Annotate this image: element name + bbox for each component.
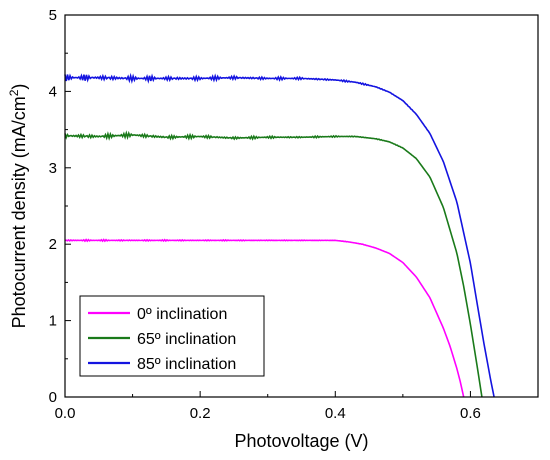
y-axis-title: Photocurrent density (mA/cm2) <box>7 84 29 329</box>
x-tick-label: 0.4 <box>325 405 346 422</box>
series-line <box>64 238 465 398</box>
series-curves <box>64 72 495 398</box>
axis-ticks <box>64 14 471 398</box>
y-axis-title-superscript: 2 <box>7 89 21 96</box>
y-tick-label: 4 <box>49 83 57 100</box>
series-line <box>64 72 495 398</box>
y-axis-title-close: ) <box>9 84 29 90</box>
y-tick-label: 0 <box>49 389 57 406</box>
legend-label: 85º inclination <box>137 356 236 373</box>
legend-label: 65º inclination <box>137 331 236 348</box>
x-tick-label: 0.0 <box>55 405 76 422</box>
y-axis-title-main: Photocurrent density (mA/cm <box>9 96 29 328</box>
y-tick-label: 2 <box>49 236 57 253</box>
axis-tick-labels: 0.0 0.2 0.4 0.6 0 1 2 3 4 5 <box>49 7 481 422</box>
series-line <box>64 130 483 398</box>
y-tick-label: 1 <box>49 313 57 330</box>
y-tick-label: 3 <box>49 160 57 177</box>
x-axis-title: Photovoltage (V) <box>234 431 368 451</box>
x-tick-label: 0.6 <box>460 405 481 422</box>
legend-label: 0º inclination <box>137 306 227 323</box>
legend: 0º inclination 65º inclination 85º inclina… <box>79 295 265 377</box>
y-tick-label: 5 <box>49 7 57 24</box>
x-tick-label: 0.2 <box>190 405 211 422</box>
